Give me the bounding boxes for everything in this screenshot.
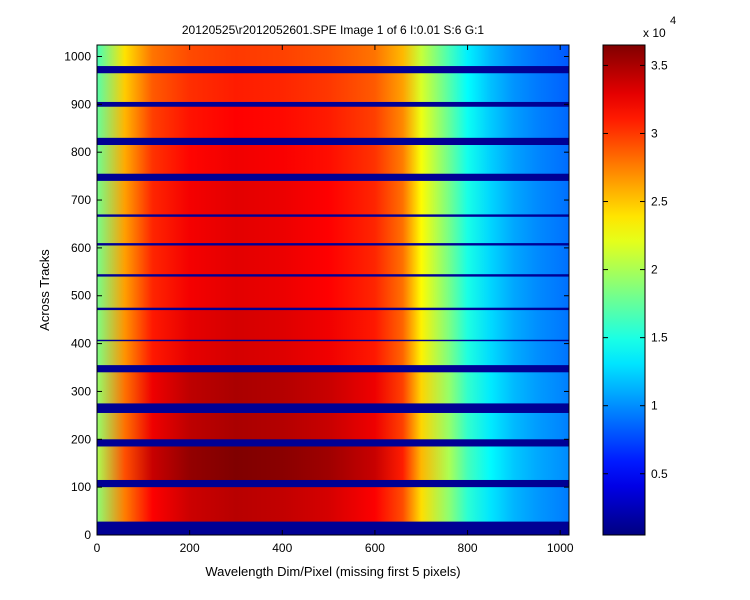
x-axis: 0 200 400 600 800 1000 — [94, 45, 574, 555]
y-tick-label: 600 — [71, 241, 91, 255]
track-band — [97, 446, 569, 480]
track-band — [97, 216, 569, 244]
colorbar-tick-label: 2 — [651, 263, 658, 277]
track-band — [97, 487, 569, 522]
y-tick-label: 1000 — [64, 49, 91, 63]
x-axis-label: Wavelength Dim/Pixel (missing first 5 pi… — [205, 564, 460, 579]
plot-frame — [96, 44, 570, 536]
heatmap-image — [97, 45, 569, 535]
y-axis-label: Across Tracks — [37, 249, 52, 331]
x-tick-label: 400 — [272, 541, 292, 555]
colorbar-multiplier: x 10 — [643, 26, 666, 40]
track-band — [97, 180, 569, 215]
y-tick-label: 800 — [71, 145, 91, 159]
x-tick-label: 600 — [365, 541, 385, 555]
y-tick-label: 400 — [71, 337, 91, 351]
colorbar — [603, 45, 645, 535]
colorbar-gradient — [603, 45, 645, 535]
track-band — [97, 45, 569, 67]
colorbar-tick-label: 1 — [651, 399, 658, 413]
colorbar-exponent: 4 — [670, 15, 676, 27]
x-tick-label: 0 — [94, 541, 101, 555]
y-tick-label: 100 — [71, 480, 91, 494]
colorbar-tick-label: 2.5 — [651, 195, 668, 209]
y-tick-label: 0 — [84, 528, 91, 542]
y-tick-label: 900 — [71, 97, 91, 111]
chart-title: 20120525\r2012052601.SPE Image 1 of 6 I:… — [182, 23, 485, 37]
track-band — [97, 106, 569, 138]
y-axis: 0 100 200 300 400 500 600 700 800 900 1000 — [64, 49, 569, 542]
y-tick-label: 300 — [71, 384, 91, 398]
colorbar-tick-label: 1.5 — [651, 331, 668, 345]
colorbar-tick-label: 3.5 — [651, 58, 668, 72]
y-tick-label: 200 — [71, 432, 91, 446]
colorbar-frame — [602, 44, 646, 536]
x-tick-label: 200 — [180, 541, 200, 555]
track-band — [97, 245, 569, 275]
track-band — [97, 341, 569, 366]
track-band — [97, 372, 569, 404]
x-tick-label: 800 — [458, 541, 478, 555]
colorbar-tick-label: 3 — [651, 126, 658, 140]
track-band — [97, 412, 569, 440]
track-band — [97, 276, 569, 308]
track-band — [97, 145, 569, 174]
y-tick-label: 700 — [71, 193, 91, 207]
track-band — [97, 73, 569, 102]
track-band — [97, 310, 569, 340]
colorbar-axis: 0.5 1 1.5 2 2.5 3 3.5 — [603, 58, 668, 481]
x-tick-label: 1000 — [547, 541, 574, 555]
y-tick-label: 500 — [71, 289, 91, 303]
colorbar-tick-label: 0.5 — [651, 467, 668, 481]
